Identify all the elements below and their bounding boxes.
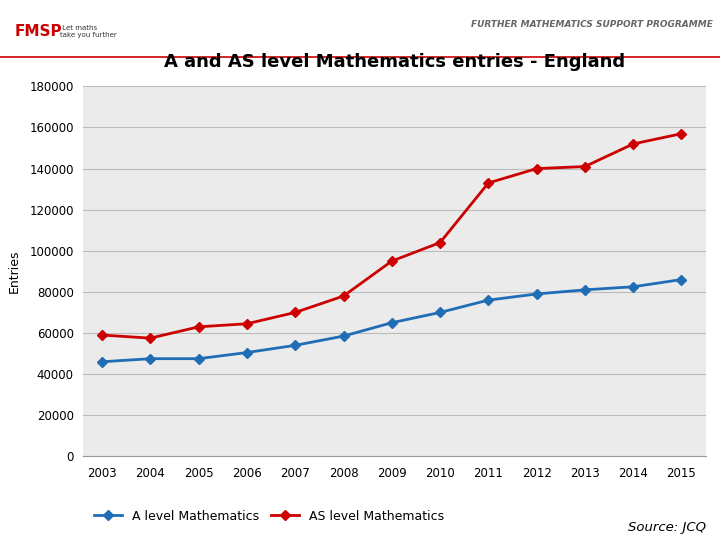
Text: Let maths
take you further: Let maths take you further bbox=[60, 24, 117, 38]
Text: FURTHER MATHEMATICS SUPPORT PROGRAMME: FURTHER MATHEMATICS SUPPORT PROGRAMME bbox=[471, 21, 713, 29]
Legend: A level Mathematics, AS level Mathematics: A level Mathematics, AS level Mathematic… bbox=[89, 505, 449, 528]
Y-axis label: Entries: Entries bbox=[8, 249, 21, 293]
Text: FMSP: FMSP bbox=[14, 24, 62, 38]
Text: A and AS level Mathematics entries - England: A and AS level Mathematics entries - Eng… bbox=[163, 53, 625, 71]
Text: Source: JCQ: Source: JCQ bbox=[628, 521, 706, 534]
